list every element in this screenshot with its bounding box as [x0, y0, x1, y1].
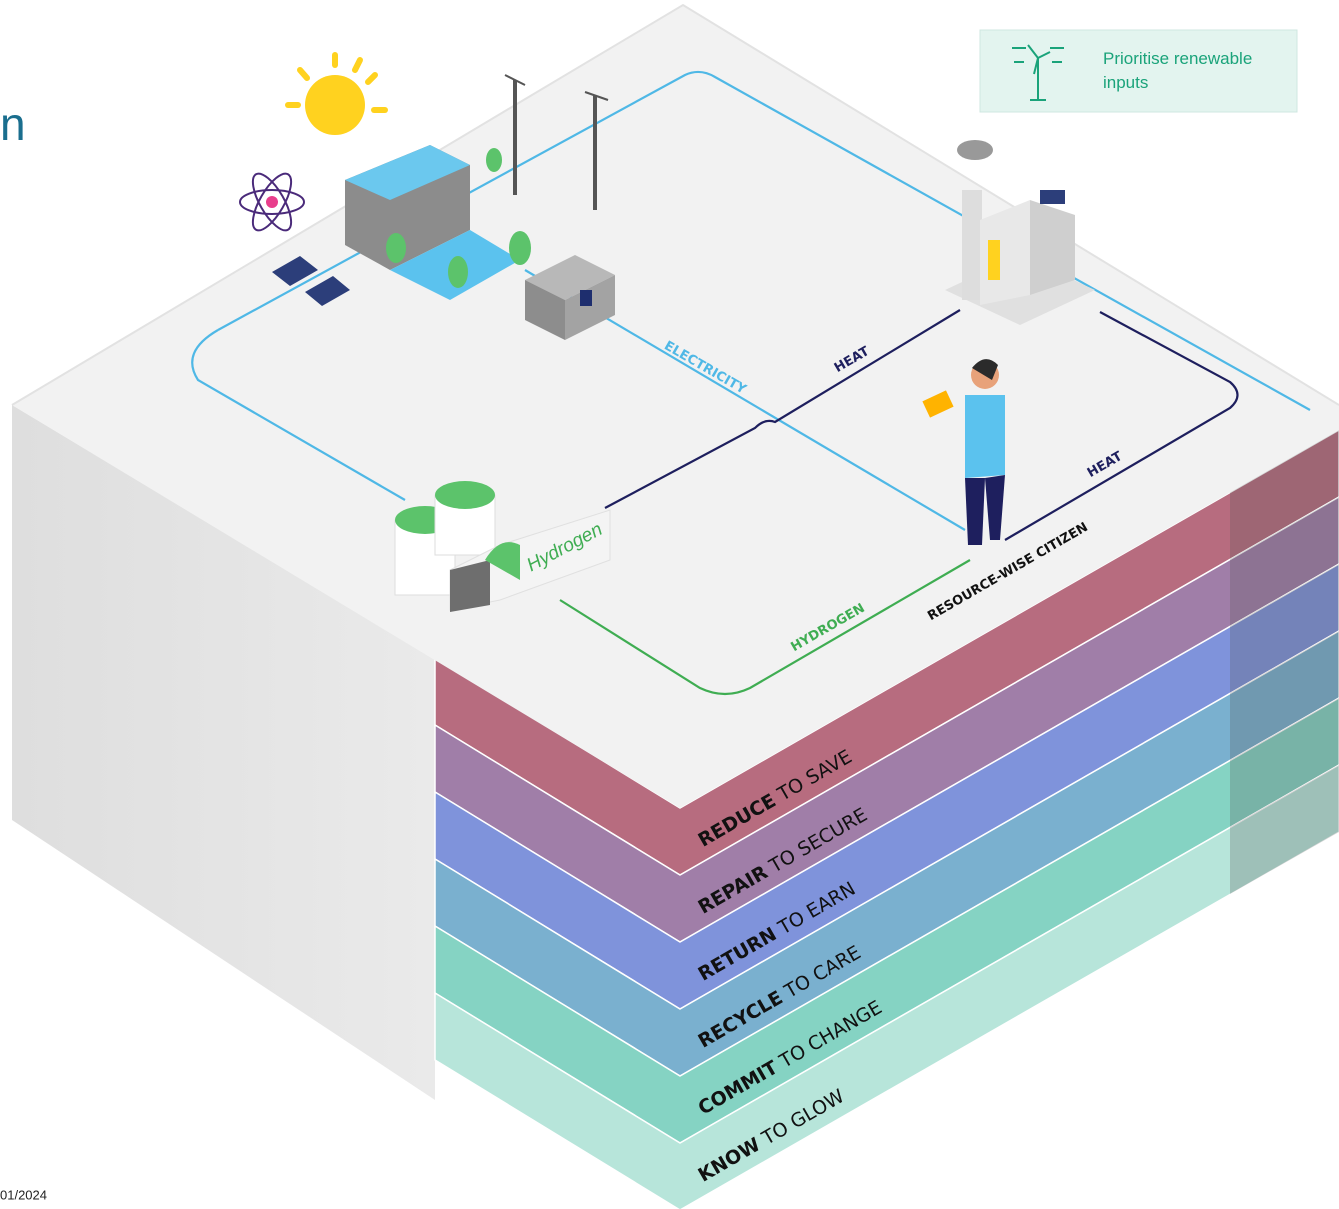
- page-title: n: [0, 98, 26, 150]
- page-date: 01/2024: [0, 1187, 47, 1202]
- callout-box: [980, 30, 1297, 112]
- scene: REDUCE TO SAVEREPAIR TO SECURERETURN TO …: [0, 0, 1339, 1209]
- callout: Prioritise renewable inputs: [980, 30, 1297, 112]
- factory: [945, 140, 1095, 325]
- atom: [240, 168, 304, 235]
- sun: [288, 55, 385, 135]
- callout-line: Prioritise renewable: [1103, 49, 1252, 68]
- callout-line: inputs: [1103, 73, 1148, 92]
